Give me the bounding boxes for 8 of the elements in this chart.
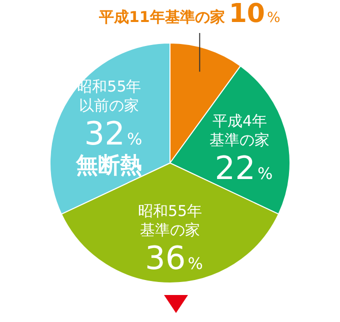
data-label: 32% xyxy=(84,114,142,152)
text: 無断熱 xyxy=(76,153,142,178)
slice-label: 平成4年基準の家 xyxy=(210,112,270,150)
slice-label: 昭和55年基準の家 xyxy=(138,202,202,239)
data-label: 10% xyxy=(228,0,280,29)
data-label: 22% xyxy=(214,149,273,188)
slice-label: 平成11年基準の家 xyxy=(98,8,225,26)
data-label: 36% xyxy=(145,239,203,277)
